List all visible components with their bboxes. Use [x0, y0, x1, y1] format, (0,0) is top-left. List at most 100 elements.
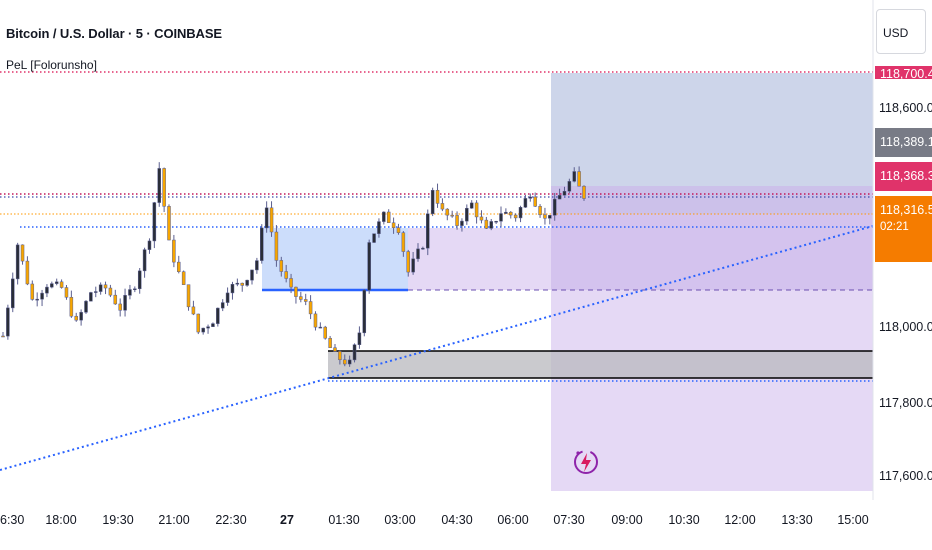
candle-body [318, 326, 323, 329]
candle-body [84, 300, 88, 313]
candle-body [250, 269, 254, 281]
candle-body [269, 207, 274, 233]
candle-body [15, 244, 20, 280]
candle-body [50, 283, 54, 288]
candle-body [518, 207, 523, 219]
candle-body [289, 278, 293, 288]
candle-body [142, 249, 147, 272]
candle-body [504, 211, 508, 214]
candle-body [489, 221, 493, 229]
candle-body [69, 297, 74, 317]
candle-body [362, 289, 367, 334]
candle-body [294, 286, 298, 297]
candle-body [196, 313, 201, 333]
candle-body [450, 214, 454, 217]
candle-body [313, 313, 318, 328]
time-axis-label: 06:00 [497, 513, 529, 527]
candle-body [445, 208, 450, 216]
price-axis-label: 118,000.00 [879, 320, 932, 334]
candle-body [479, 216, 484, 221]
price-tag-pink: 118,368.39 [875, 162, 932, 191]
candle-body [548, 215, 552, 219]
time-axis-label: 19:30 [102, 513, 134, 527]
candle-body [557, 195, 562, 200]
candle-body [338, 351, 342, 361]
candle-body [230, 284, 235, 294]
candle-body [40, 292, 44, 300]
candle-body [108, 287, 113, 296]
candle-body [523, 198, 528, 208]
candle-body [89, 292, 93, 302]
candle-body [11, 278, 15, 309]
candle-body [191, 306, 196, 315]
candle-body [235, 282, 240, 285]
candle-body [484, 219, 489, 229]
candle-body [225, 292, 230, 303]
lightning-bolt-icon[interactable] [572, 444, 600, 480]
candle-body [137, 270, 142, 290]
candle-body [30, 283, 35, 300]
candle-body [245, 279, 249, 286]
candle-body [426, 213, 430, 249]
candle-body [343, 359, 347, 365]
grey-zone [328, 351, 873, 378]
candle-body [167, 206, 171, 241]
candle-body [538, 206, 542, 216]
candle-body [347, 359, 352, 365]
candle-body [123, 295, 127, 311]
candle-body [255, 260, 259, 271]
candle-body [509, 211, 513, 216]
candle-body [577, 171, 581, 187]
candle-body [45, 286, 49, 294]
candle-body [372, 233, 376, 243]
candle-body [391, 222, 396, 228]
time-axis-label: 07:30 [553, 513, 585, 527]
candle-body [260, 227, 264, 261]
candle-body [328, 337, 332, 348]
candle-body [240, 282, 244, 286]
candle-body [562, 190, 567, 196]
time-axis-label: 18:00 [45, 513, 77, 527]
candle-body [474, 202, 479, 218]
candle-body [382, 211, 386, 222]
time-axis-label: 27 [280, 513, 294, 527]
candle-body [98, 284, 103, 292]
candle-body [74, 315, 78, 321]
candle-body [465, 207, 469, 222]
candle-body [64, 287, 69, 298]
candle-body [152, 202, 157, 242]
candles [1, 162, 586, 367]
candle-body [494, 220, 498, 223]
candle-body [128, 289, 132, 296]
candle-body [460, 220, 464, 226]
trend-line [0, 225, 874, 471]
candle-body [118, 303, 122, 311]
candle-body [157, 168, 161, 203]
symbol-title[interactable]: Bitcoin / U.S. Dollar · 5 · COINBASE [6, 26, 222, 41]
candle-body [35, 298, 39, 301]
projection-zone [551, 73, 873, 491]
candle-body [1, 335, 5, 338]
candle-body [220, 302, 225, 309]
candle-body [421, 247, 425, 250]
time-axis-label: 6:30 [0, 513, 25, 527]
time-axis-label: 09:00 [611, 513, 643, 527]
time-axis-label: 15:00 [837, 513, 869, 527]
candle-body [113, 294, 118, 305]
price-axis-label: 117,800.00 [879, 396, 932, 410]
price-tag-current: 118,316.57 02:21 [875, 196, 932, 262]
indicator-label[interactable]: PeL [Folorunsho] [6, 58, 97, 72]
candle-body [533, 196, 537, 207]
currency-button[interactable]: USD [876, 9, 926, 54]
candle-body [172, 239, 176, 263]
candle-body [513, 214, 518, 219]
time-axis-label: 03:00 [384, 513, 416, 527]
projection-band-rect [551, 186, 873, 290]
candle-body [582, 185, 586, 199]
candle-body [264, 207, 269, 229]
time-axis-label: 12:00 [724, 513, 756, 527]
purple-zone [408, 228, 551, 290]
candle-body [177, 261, 181, 272]
candle-body [201, 327, 205, 333]
